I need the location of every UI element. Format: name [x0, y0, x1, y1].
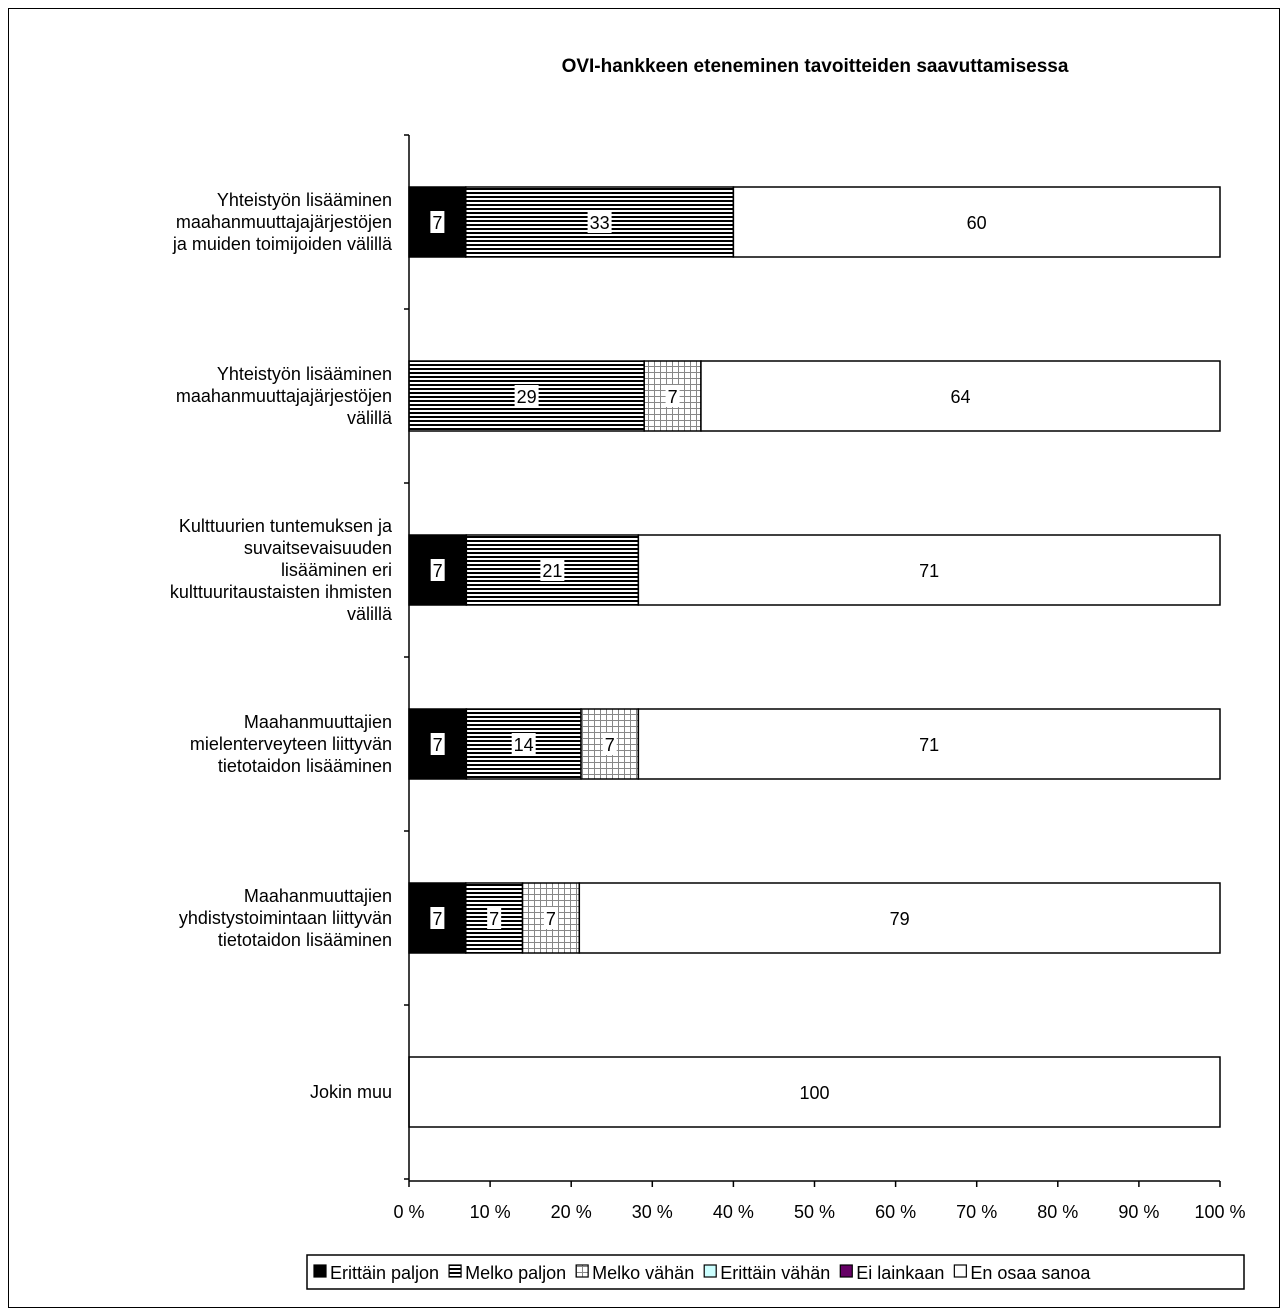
data-label: 79: [890, 909, 910, 929]
bar-segment: [408, 1056, 1221, 1128]
category-label-line: Maahanmuuttajien: [244, 886, 392, 906]
category-label: Yhteistyön lisääminen maahanmuuttajajärje…: [176, 364, 393, 428]
category-label-line: välillä: [347, 408, 393, 428]
legend-label: Ei lainkaan: [856, 1263, 944, 1283]
legend-swatch: [575, 1264, 589, 1278]
category-label-line: Yhteistyön lisääminen: [217, 364, 392, 384]
data-label: 21: [542, 561, 562, 581]
axes: 0 % 10 % 20 % 30 % 40 % 50 % 60 % 70 % 80 % 90 % 1…: [393, 134, 1246, 1222]
data-label-background: [587, 211, 612, 233]
data-label-background: [543, 907, 558, 929]
category-label-line: maahanmuuttajajärjestöjen: [176, 386, 392, 406]
legend-swatch: [313, 1264, 327, 1278]
data-label-background: [430, 907, 445, 929]
category-label: Maahanmuuttajien yhdistystoimintaan liitt…: [179, 886, 392, 950]
bars: 7 33 60 29 7 64 7 21 71 7 14 7 71 7 7 7 79 100: [408, 186, 1221, 1128]
bar-segment: [700, 360, 1221, 432]
x-tick-label: 30 %: [632, 1202, 673, 1222]
category-label-line: yhdistystoimintaan liittyvän: [179, 908, 392, 928]
data-label-background: [665, 385, 680, 407]
legend-swatch: [953, 1264, 967, 1278]
category-label-line: tietotaidon lisääminen: [218, 756, 392, 776]
category-label-line: lisääminen eri: [281, 560, 392, 580]
data-label: 29: [517, 387, 537, 407]
data-label: 100: [799, 1083, 829, 1103]
bar-segment: [465, 708, 582, 780]
legend-swatch: [703, 1264, 717, 1278]
bar-segment: [408, 882, 467, 954]
legend-swatch: [839, 1264, 853, 1278]
category-label-line: maahanmuuttajajärjestöjen: [176, 212, 392, 232]
data-label-background: [430, 733, 445, 755]
data-label: 7: [433, 561, 443, 581]
category-label-line: ja muiden toimijoiden välillä: [172, 234, 393, 254]
data-label: 71: [919, 561, 939, 581]
category-labels: Yhteistyön lisääminen maahanmuuttajajärje…: [170, 190, 393, 1102]
x-tick-label: 80 %: [1037, 1202, 1078, 1222]
bar-segment: [578, 882, 1221, 954]
data-label: 7: [668, 387, 678, 407]
data-label: 64: [950, 387, 970, 407]
x-tick-label: 100 %: [1194, 1202, 1245, 1222]
x-tick-label: 20 %: [551, 1202, 592, 1222]
data-label: 7: [605, 735, 615, 755]
data-label: 7: [546, 909, 556, 929]
category-label: Jokin muu: [310, 1082, 392, 1102]
bar-segment: [408, 186, 467, 258]
category-label-line: Jokin muu: [310, 1082, 392, 1102]
bar-segment: [637, 534, 1221, 606]
x-tick-label: 0 %: [393, 1202, 424, 1222]
data-label-background: [602, 733, 617, 755]
data-label: 14: [514, 735, 534, 755]
legend-label: Erittäin vähän: [720, 1263, 830, 1283]
category-label-line: suvaitsevaisuuden: [244, 538, 392, 558]
x-tick-label: 40 %: [713, 1202, 754, 1222]
legend: Erittäin paljon Melko paljon Melko vähän Er…: [306, 1254, 1245, 1290]
data-label: 7: [432, 909, 442, 929]
data-label: 60: [967, 213, 987, 233]
category-label-line: välillä: [347, 604, 393, 624]
category-label-line: Yhteistyön lisääminen: [217, 190, 392, 210]
legend-swatch: [448, 1264, 462, 1278]
data-label: 33: [590, 213, 610, 233]
data-label: 7: [433, 735, 443, 755]
data-label-background: [487, 907, 502, 929]
x-tick-label: 70 %: [956, 1202, 997, 1222]
category-label-line: kulttuuritaustaisten ihmisten: [170, 582, 392, 602]
data-label-background: [540, 559, 565, 581]
legend-label: En osaa sanoa: [970, 1263, 1091, 1283]
data-label-background: [430, 559, 445, 581]
category-label: Kulttuurien tuntemuksen ja suvaitsevaisuu…: [170, 516, 393, 624]
legend-label: Melko paljon: [465, 1263, 566, 1283]
legend-label: Melko vähän: [592, 1263, 694, 1283]
category-label-line: Kulttuurien tuntemuksen ja: [179, 516, 393, 536]
category-label-line: tietotaidon lisääminen: [218, 930, 392, 950]
legend-box: [306, 1254, 1245, 1290]
x-tick-label: 50 %: [794, 1202, 835, 1222]
category-label-line: Maahanmuuttajien: [244, 712, 392, 732]
x-tick-label: 90 %: [1118, 1202, 1159, 1222]
chart-title: OVI-hankkeen eteneminen tavoitteiden saa…: [562, 56, 1069, 77]
data-label-background: [514, 385, 539, 407]
legend-label: Erittäin paljon: [330, 1263, 439, 1283]
category-label: Yhteistyön lisääminen maahanmuuttajajärje…: [172, 190, 393, 254]
category-label-line: mielenterveyteen liittyvän: [190, 734, 392, 754]
x-tick-label: 60 %: [875, 1202, 916, 1222]
x-tick-label: 10 %: [470, 1202, 511, 1222]
data-label-background: [430, 211, 445, 233]
category-label: Maahanmuuttajien mielenterveyteen liittyv…: [190, 712, 392, 776]
data-label: 7: [432, 213, 442, 233]
data-label: 71: [919, 735, 939, 755]
bar-segment: [732, 186, 1221, 258]
data-label-background: [511, 733, 536, 755]
bar-segment: [637, 708, 1221, 780]
data-label: 7: [489, 909, 499, 929]
